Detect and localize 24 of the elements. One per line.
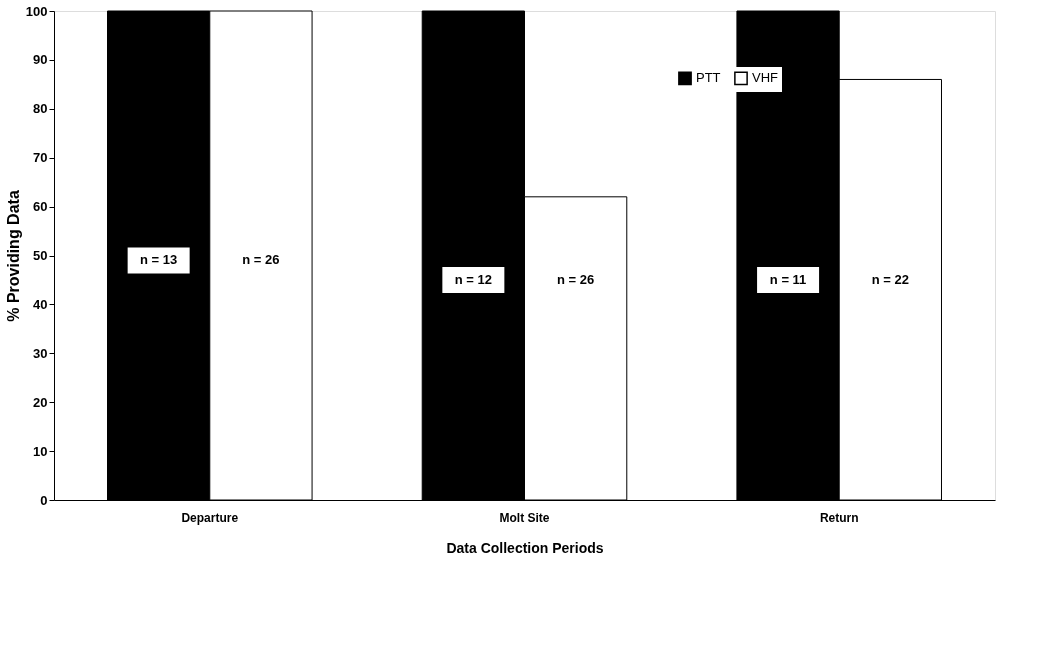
legend-label: VHF xyxy=(752,70,779,86)
annotation: n = 11 xyxy=(769,271,807,287)
y-tick-label: 40 xyxy=(33,296,48,312)
y-tick-label: 100 xyxy=(25,3,48,19)
x-tick-label: Molt Site xyxy=(499,510,550,525)
y-tick-label: 70 xyxy=(33,150,48,166)
x-tick-label: Departure xyxy=(181,510,239,525)
annotation: n = 13 xyxy=(140,252,178,268)
legend-label: PTT xyxy=(696,70,721,86)
x-axis-title: Data Collection Periods xyxy=(446,539,604,556)
y-tick-label: 20 xyxy=(33,394,48,410)
annotation: n = 12 xyxy=(454,271,492,287)
y-tick-label: 80 xyxy=(33,101,48,117)
x-tick-label: Return xyxy=(819,510,859,525)
y-tick-label: 50 xyxy=(33,248,48,263)
annotation: n = 26 xyxy=(242,252,280,268)
annotation: n = 26 xyxy=(557,271,595,287)
y-tick-label: 10 xyxy=(33,443,48,459)
y-tick-label: 0 xyxy=(40,492,48,508)
y-tick-label: 60 xyxy=(33,199,48,215)
y-tick-label: 90 xyxy=(33,52,48,68)
y-axis-title: % Providing Data xyxy=(4,190,22,322)
y-tick-label: 30 xyxy=(33,345,48,361)
annotation: n = 22 xyxy=(871,271,909,287)
